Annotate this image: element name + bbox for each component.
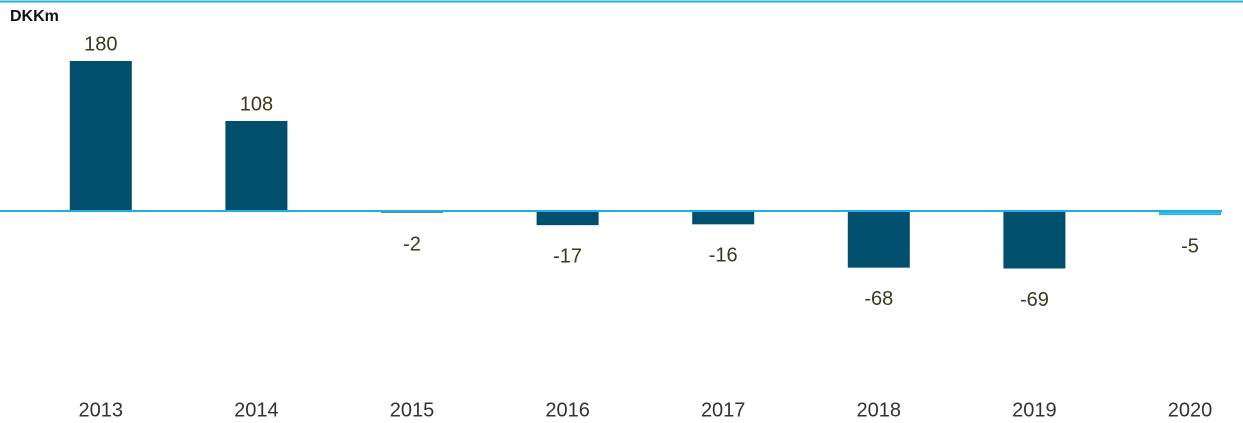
bar <box>69 61 132 211</box>
value-label: -69 <box>1020 289 1049 311</box>
x-tick-label: 2020 <box>1168 399 1213 421</box>
x-tick-label: 2016 <box>545 399 590 421</box>
bar <box>847 211 910 268</box>
value-label: -2 <box>403 233 421 255</box>
bar <box>1003 211 1066 269</box>
bar <box>1159 211 1221 216</box>
value-label: -17 <box>553 245 582 267</box>
x-tick-label: 2013 <box>79 399 124 421</box>
x-tick-label: 2014 <box>234 399 279 421</box>
x-tick-label: 2018 <box>857 399 902 421</box>
value-label: -68 <box>864 288 893 310</box>
value-label: 108 <box>240 93 273 115</box>
x-tick-label: 2019 <box>1012 399 1057 421</box>
value-label: -16 <box>709 245 738 267</box>
x-tick-label: 2015 <box>390 399 435 421</box>
x-tick-label: 2017 <box>701 399 746 421</box>
value-label: 180 <box>84 33 117 55</box>
bar <box>536 211 599 226</box>
bar <box>692 211 755 225</box>
bar <box>225 121 288 211</box>
value-label: -5 <box>1181 235 1199 257</box>
unit-label: DKKm <box>10 8 59 25</box>
